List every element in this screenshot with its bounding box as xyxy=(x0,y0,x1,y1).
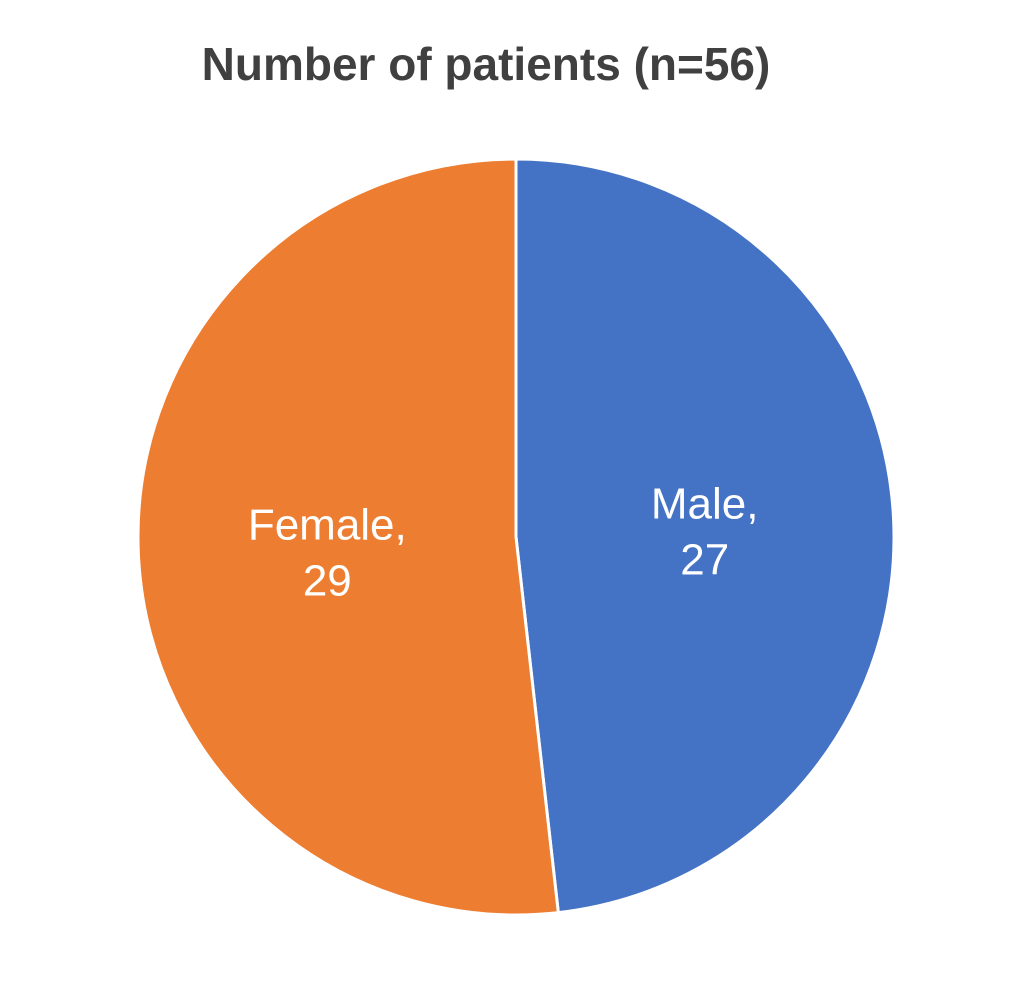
pie-label-value: 29 xyxy=(303,557,352,606)
pie-label-male: Male, 27 xyxy=(651,479,759,584)
pie-slice-male xyxy=(514,157,896,915)
pie-label-category: Male, xyxy=(651,479,759,528)
chart-title: Number of patients (n=56) xyxy=(201,38,771,90)
pie-slices xyxy=(136,157,896,917)
pie-slice-female xyxy=(136,157,560,917)
pie-label-category: Female, xyxy=(248,501,407,550)
pie-labels: Male, 27 Female, 29 xyxy=(248,479,759,605)
pie-label-value: 27 xyxy=(680,535,729,584)
pie-label-female: Female, 29 xyxy=(248,501,407,606)
